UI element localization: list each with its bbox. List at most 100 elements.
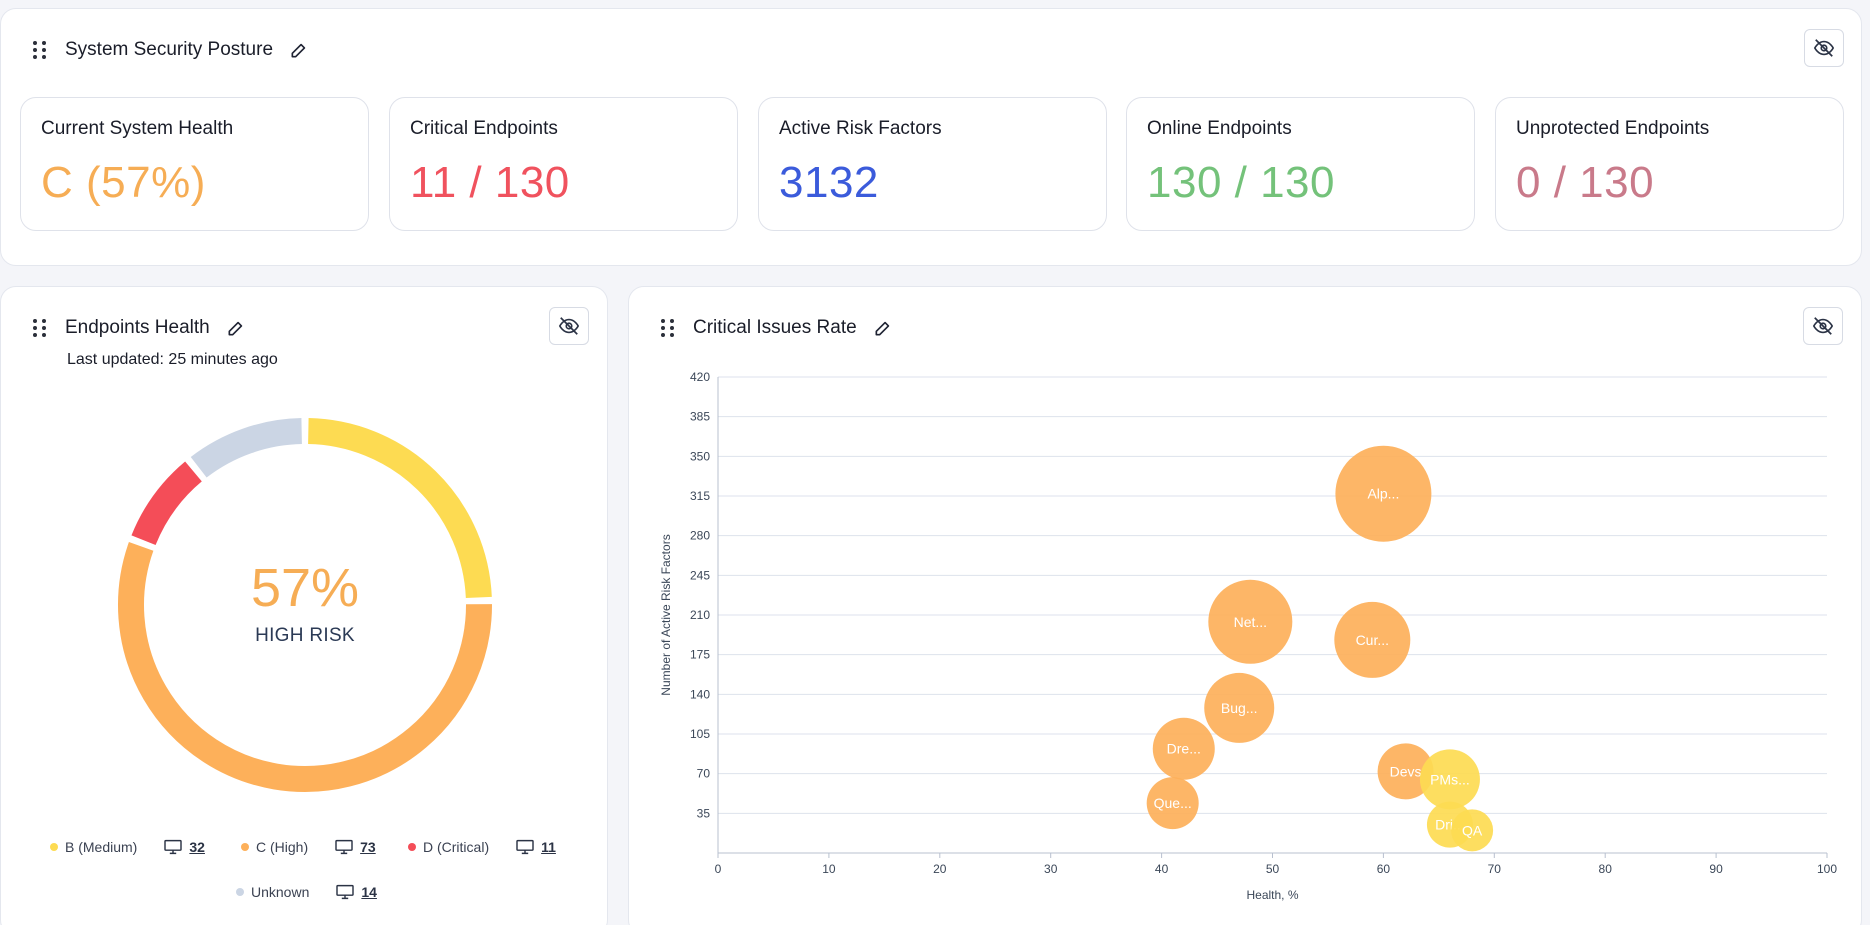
bubble-circle[interactable] — [1204, 672, 1275, 743]
monitor-icon — [164, 839, 183, 855]
card-value: 11 / 130 — [410, 158, 570, 207]
hide-panel-button[interactable] — [1803, 307, 1843, 345]
y-tick-label: 140 — [690, 687, 710, 701]
card-label: Active Risk Factors — [779, 118, 942, 139]
y-tick-label: 315 — [690, 489, 710, 503]
card-critical-endpoints[interactable]: Critical Endpoints 11 / 130 — [389, 97, 738, 231]
x-tick-label: 90 — [1709, 862, 1723, 876]
bubble-circle[interactable] — [1419, 749, 1480, 810]
donut-segment-unknown[interactable] — [190, 418, 303, 478]
endpoints-health-donut — [118, 418, 492, 792]
donut-segment-d-critical[interactable] — [131, 461, 203, 546]
legend-dot — [241, 843, 249, 851]
drag-handle-icon[interactable] — [33, 319, 47, 337]
bubble-point[interactable]: Que... — [1146, 777, 1199, 830]
card-value: 130 / 130 — [1147, 158, 1335, 207]
donut-segment-c-high[interactable] — [118, 542, 492, 792]
card-current-system-health[interactable]: Current System Health C (57%) — [20, 97, 369, 231]
card-active-risk-factors[interactable]: Active Risk Factors 3132 — [758, 97, 1107, 231]
y-tick-label: 105 — [690, 727, 710, 741]
bubble-label: Dre... — [1167, 741, 1201, 757]
bubble-point[interactable]: Cur... — [1334, 601, 1411, 678]
y-tick-label: 385 — [690, 410, 710, 424]
y-tick-label: 70 — [697, 767, 711, 781]
bubble-point[interactable]: QA — [1451, 809, 1494, 852]
legend-item-c-high[interactable]: C (High) 73 — [241, 839, 376, 855]
donut-segment-b-medium[interactable] — [307, 418, 492, 599]
bubble-circle[interactable] — [1208, 579, 1293, 664]
card-label: Unprotected Endpoints — [1516, 118, 1710, 139]
legend-label: B (Medium) — [65, 839, 138, 855]
bubble-label: Bug... — [1221, 700, 1258, 716]
monitor-icon — [335, 839, 353, 855]
pencil-icon[interactable] — [873, 318, 893, 338]
bubble-circle[interactable] — [1335, 445, 1432, 542]
legend-dot — [50, 843, 58, 851]
bubble-circle[interactable] — [1146, 777, 1199, 830]
pencil-icon[interactable] — [289, 40, 309, 60]
bubble-label: Net... — [1234, 614, 1267, 630]
bubble-point[interactable]: PMs... — [1419, 749, 1480, 810]
x-tick-label: 30 — [1044, 862, 1058, 876]
x-tick-label: 50 — [1266, 862, 1280, 876]
panel-title: Critical Issues Rate — [693, 317, 857, 338]
legend-dot — [236, 888, 244, 896]
y-tick-label: 35 — [697, 806, 711, 820]
critical-issues-header: Critical Issues Rate — [661, 317, 893, 339]
legend-label: D (Critical) — [423, 839, 490, 855]
card-online-endpoints[interactable]: Online Endpoints 130 / 130 — [1126, 97, 1475, 231]
eye-off-icon — [1813, 39, 1835, 57]
legend-count-link[interactable]: 73 — [360, 839, 376, 855]
x-tick-label: 80 — [1599, 862, 1613, 876]
card-value: C (57%) — [41, 158, 206, 207]
bubble-label: Que... — [1154, 795, 1192, 811]
bubble-circle[interactable] — [1152, 717, 1215, 780]
last-updated-text: Last updated: 25 minutes ago — [67, 351, 278, 368]
y-tick-label: 210 — [690, 608, 710, 622]
bubble-point[interactable]: Net... — [1208, 579, 1293, 664]
bubble-circle[interactable] — [1451, 809, 1494, 852]
monitor-icon — [516, 839, 534, 855]
x-tick-label: 100 — [1817, 862, 1837, 876]
y-tick-label: 280 — [690, 529, 710, 543]
bubble-label: Alp... — [1367, 486, 1399, 502]
legend-item-b-medium[interactable]: B (Medium) 32 — [50, 839, 205, 855]
monitor-icon — [336, 884, 355, 900]
bubble-point[interactable]: Devs — [1377, 743, 1434, 800]
legend-count-link[interactable]: 14 — [361, 884, 377, 900]
bubble-point[interactable]: Bug... — [1204, 672, 1275, 743]
y-tick-label: 175 — [690, 648, 710, 662]
legend-label: Unknown — [251, 884, 310, 900]
x-tick-label: 20 — [933, 862, 947, 876]
card-label: Critical Endpoints — [410, 118, 558, 139]
risk-label: HIGH RISK — [255, 625, 355, 646]
drag-handle-icon[interactable] — [661, 319, 675, 337]
pencil-icon[interactable] — [226, 318, 246, 338]
card-value: 3132 — [779, 158, 879, 207]
legend-dot — [408, 843, 416, 851]
hide-panel-button[interactable] — [549, 307, 589, 345]
endpoints-health-header: Endpoints Health — [33, 317, 246, 339]
bubble-label: Devs — [1390, 763, 1422, 779]
card-unprotected-endpoints[interactable]: Unprotected Endpoints 0 / 130 — [1495, 97, 1844, 231]
legend-count-link[interactable]: 11 — [541, 839, 556, 855]
x-tick-label: 0 — [715, 862, 722, 876]
legend-label: C (High) — [256, 839, 309, 855]
legend-count-link[interactable]: 32 — [189, 839, 205, 855]
card-value: 0 / 130 — [1516, 158, 1655, 207]
x-axis-title: Health, % — [1246, 888, 1298, 902]
bubble-point[interactable]: Alp... — [1335, 445, 1432, 542]
hide-panel-button[interactable] — [1804, 29, 1844, 67]
endpoints-health-panel: Endpoints Health — [0, 286, 608, 925]
drag-handle-icon[interactable] — [33, 41, 47, 59]
legend-item-unknown[interactable]: Unknown 14 — [236, 884, 377, 900]
eye-off-icon — [558, 317, 580, 335]
x-tick-label: 70 — [1488, 862, 1502, 876]
bubble-circle[interactable] — [1377, 743, 1434, 800]
x-tick-label: 60 — [1377, 862, 1391, 876]
bubble-point[interactable]: Dre... — [1152, 717, 1215, 780]
panel-title: System Security Posture — [65, 39, 274, 60]
x-tick-label: 10 — [822, 862, 836, 876]
bubble-circle[interactable] — [1334, 601, 1411, 678]
legend-item-d-critical[interactable]: D (Critical) 11 — [408, 839, 556, 855]
